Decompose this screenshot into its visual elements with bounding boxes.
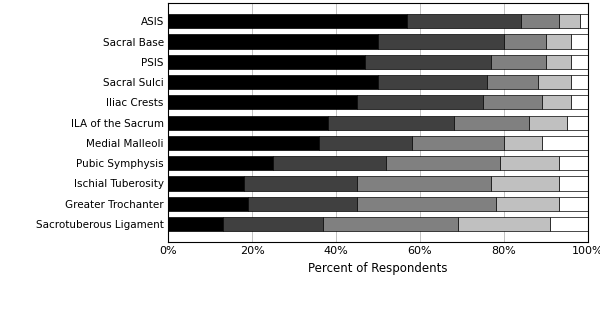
Bar [559,156,588,170]
Bar [357,176,491,191]
Bar [168,197,248,211]
Bar [546,34,571,49]
Bar [168,55,365,69]
Bar [248,197,357,211]
Bar [168,217,223,231]
Bar [273,156,386,170]
Bar [571,95,588,110]
Bar [323,217,458,231]
Bar [168,75,378,89]
Bar [580,14,588,28]
Bar [458,217,550,231]
Bar [546,55,571,69]
Bar [378,75,487,89]
Bar [168,14,407,28]
Bar [567,115,588,130]
Bar [500,156,559,170]
Bar [491,55,546,69]
Bar [407,14,521,28]
Bar [559,197,588,211]
Bar [454,115,529,130]
Bar [168,95,357,110]
Bar [559,14,580,28]
X-axis label: Percent of Respondents: Percent of Respondents [308,262,448,275]
Bar [357,197,496,211]
Bar [571,34,588,49]
Bar [244,176,357,191]
Bar [412,136,504,150]
Bar [487,75,538,89]
Bar [319,136,412,150]
Bar [386,156,500,170]
Bar [504,34,546,49]
Bar [571,75,588,89]
Bar [571,55,588,69]
Bar [542,136,588,150]
Bar [328,115,454,130]
Bar [504,136,542,150]
Bar [168,115,328,130]
Bar [378,34,504,49]
Bar [365,55,491,69]
Bar [483,95,542,110]
Bar [168,136,319,150]
Bar [538,75,571,89]
Bar [168,34,378,49]
Bar [491,176,559,191]
Bar [168,156,273,170]
Bar [357,95,483,110]
Bar [550,217,588,231]
Bar [559,176,588,191]
Bar [529,115,567,130]
Bar [521,14,559,28]
Bar [223,217,323,231]
Bar [168,176,244,191]
Bar [496,197,559,211]
Bar [542,95,571,110]
